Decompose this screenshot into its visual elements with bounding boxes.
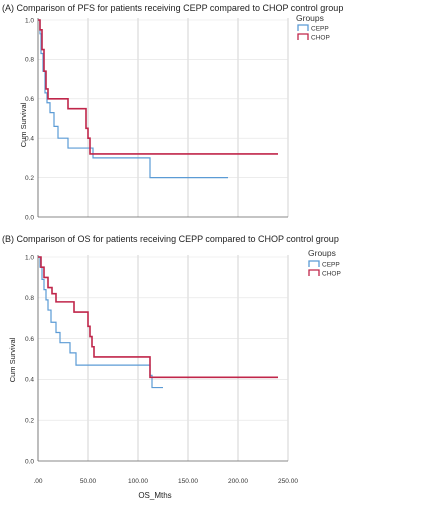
panel-b-ytick-4: 0.8 xyxy=(25,295,34,302)
panel-b-xtick-1: 50.00 xyxy=(80,478,97,485)
panel-a-ytick-5: 1.0 xyxy=(25,17,34,24)
panel-b-xtick-4: 200.00 xyxy=(228,478,248,485)
panel-a-series-chop-line xyxy=(38,19,278,155)
panel-b-title: (B) Comparison of OS for patients receiv… xyxy=(2,234,339,244)
panel-b-legend-label-cepp: CEPP xyxy=(322,261,340,268)
panel-b-ytick-0: 0.0 xyxy=(25,458,34,465)
panel-a-ytick-3: 0.6 xyxy=(25,96,34,103)
panel-a-legend-swatch-cepp xyxy=(297,24,309,31)
panel-a-legend: Groups CEPP CHOP xyxy=(296,13,330,41)
panel-b-legend-swatch-cepp xyxy=(308,260,320,267)
panel-a-legend-label-cepp: CEPP xyxy=(311,25,329,32)
panel-b-series-chop-line xyxy=(38,256,278,379)
panel-b-ytick-3: 0.6 xyxy=(25,336,34,343)
panel-b-ytick-5: 1.0 xyxy=(25,254,34,261)
panel-a-ytick-2: 0.4 xyxy=(25,136,34,143)
panel-b-xtick-2: 100.00 xyxy=(128,478,148,485)
panel-a-legend-label-chop: CHOP xyxy=(311,34,330,41)
panel-a-ytick-1: 0.2 xyxy=(25,175,34,182)
panel-b-ytick-1: 0.2 xyxy=(25,418,34,425)
panel-a-legend-swatch-chop xyxy=(297,33,309,40)
panel-b-legend-swatch-chop xyxy=(308,269,320,276)
panel-b-legend: Groups CEPP CHOP xyxy=(308,248,341,277)
panel-b-series-cepp-line xyxy=(38,256,163,389)
panel-b-ylabel: Cum Survival xyxy=(8,337,17,382)
panel-b-xtick-5: 250.00 xyxy=(278,478,298,485)
panel-b-os: (B) Comparison of OS for patients receiv… xyxy=(2,234,341,500)
panel-a-ytick-4: 0.8 xyxy=(25,57,34,64)
panel-b-legend-label-chop: CHOP xyxy=(322,270,341,277)
panel-a-pfs: (A) Comparison of PFS for patients recei… xyxy=(2,3,343,221)
panel-a-legend-title: Groups xyxy=(296,13,324,23)
panel-b-xtick-0: .00 xyxy=(33,478,42,485)
panel-a-ytick-0: 0.0 xyxy=(25,214,34,221)
panel-b-xtick-3: 150.00 xyxy=(178,478,198,485)
panel-b-xlabel: OS_Mths xyxy=(138,491,171,500)
panel-b-legend-title: Groups xyxy=(308,248,336,258)
panel-a-ylabel: Cum Survival xyxy=(19,102,28,147)
panel-b-ytick-2: 0.4 xyxy=(25,377,34,384)
panel-a-title: (A) Comparison of PFS for patients recei… xyxy=(2,3,343,13)
